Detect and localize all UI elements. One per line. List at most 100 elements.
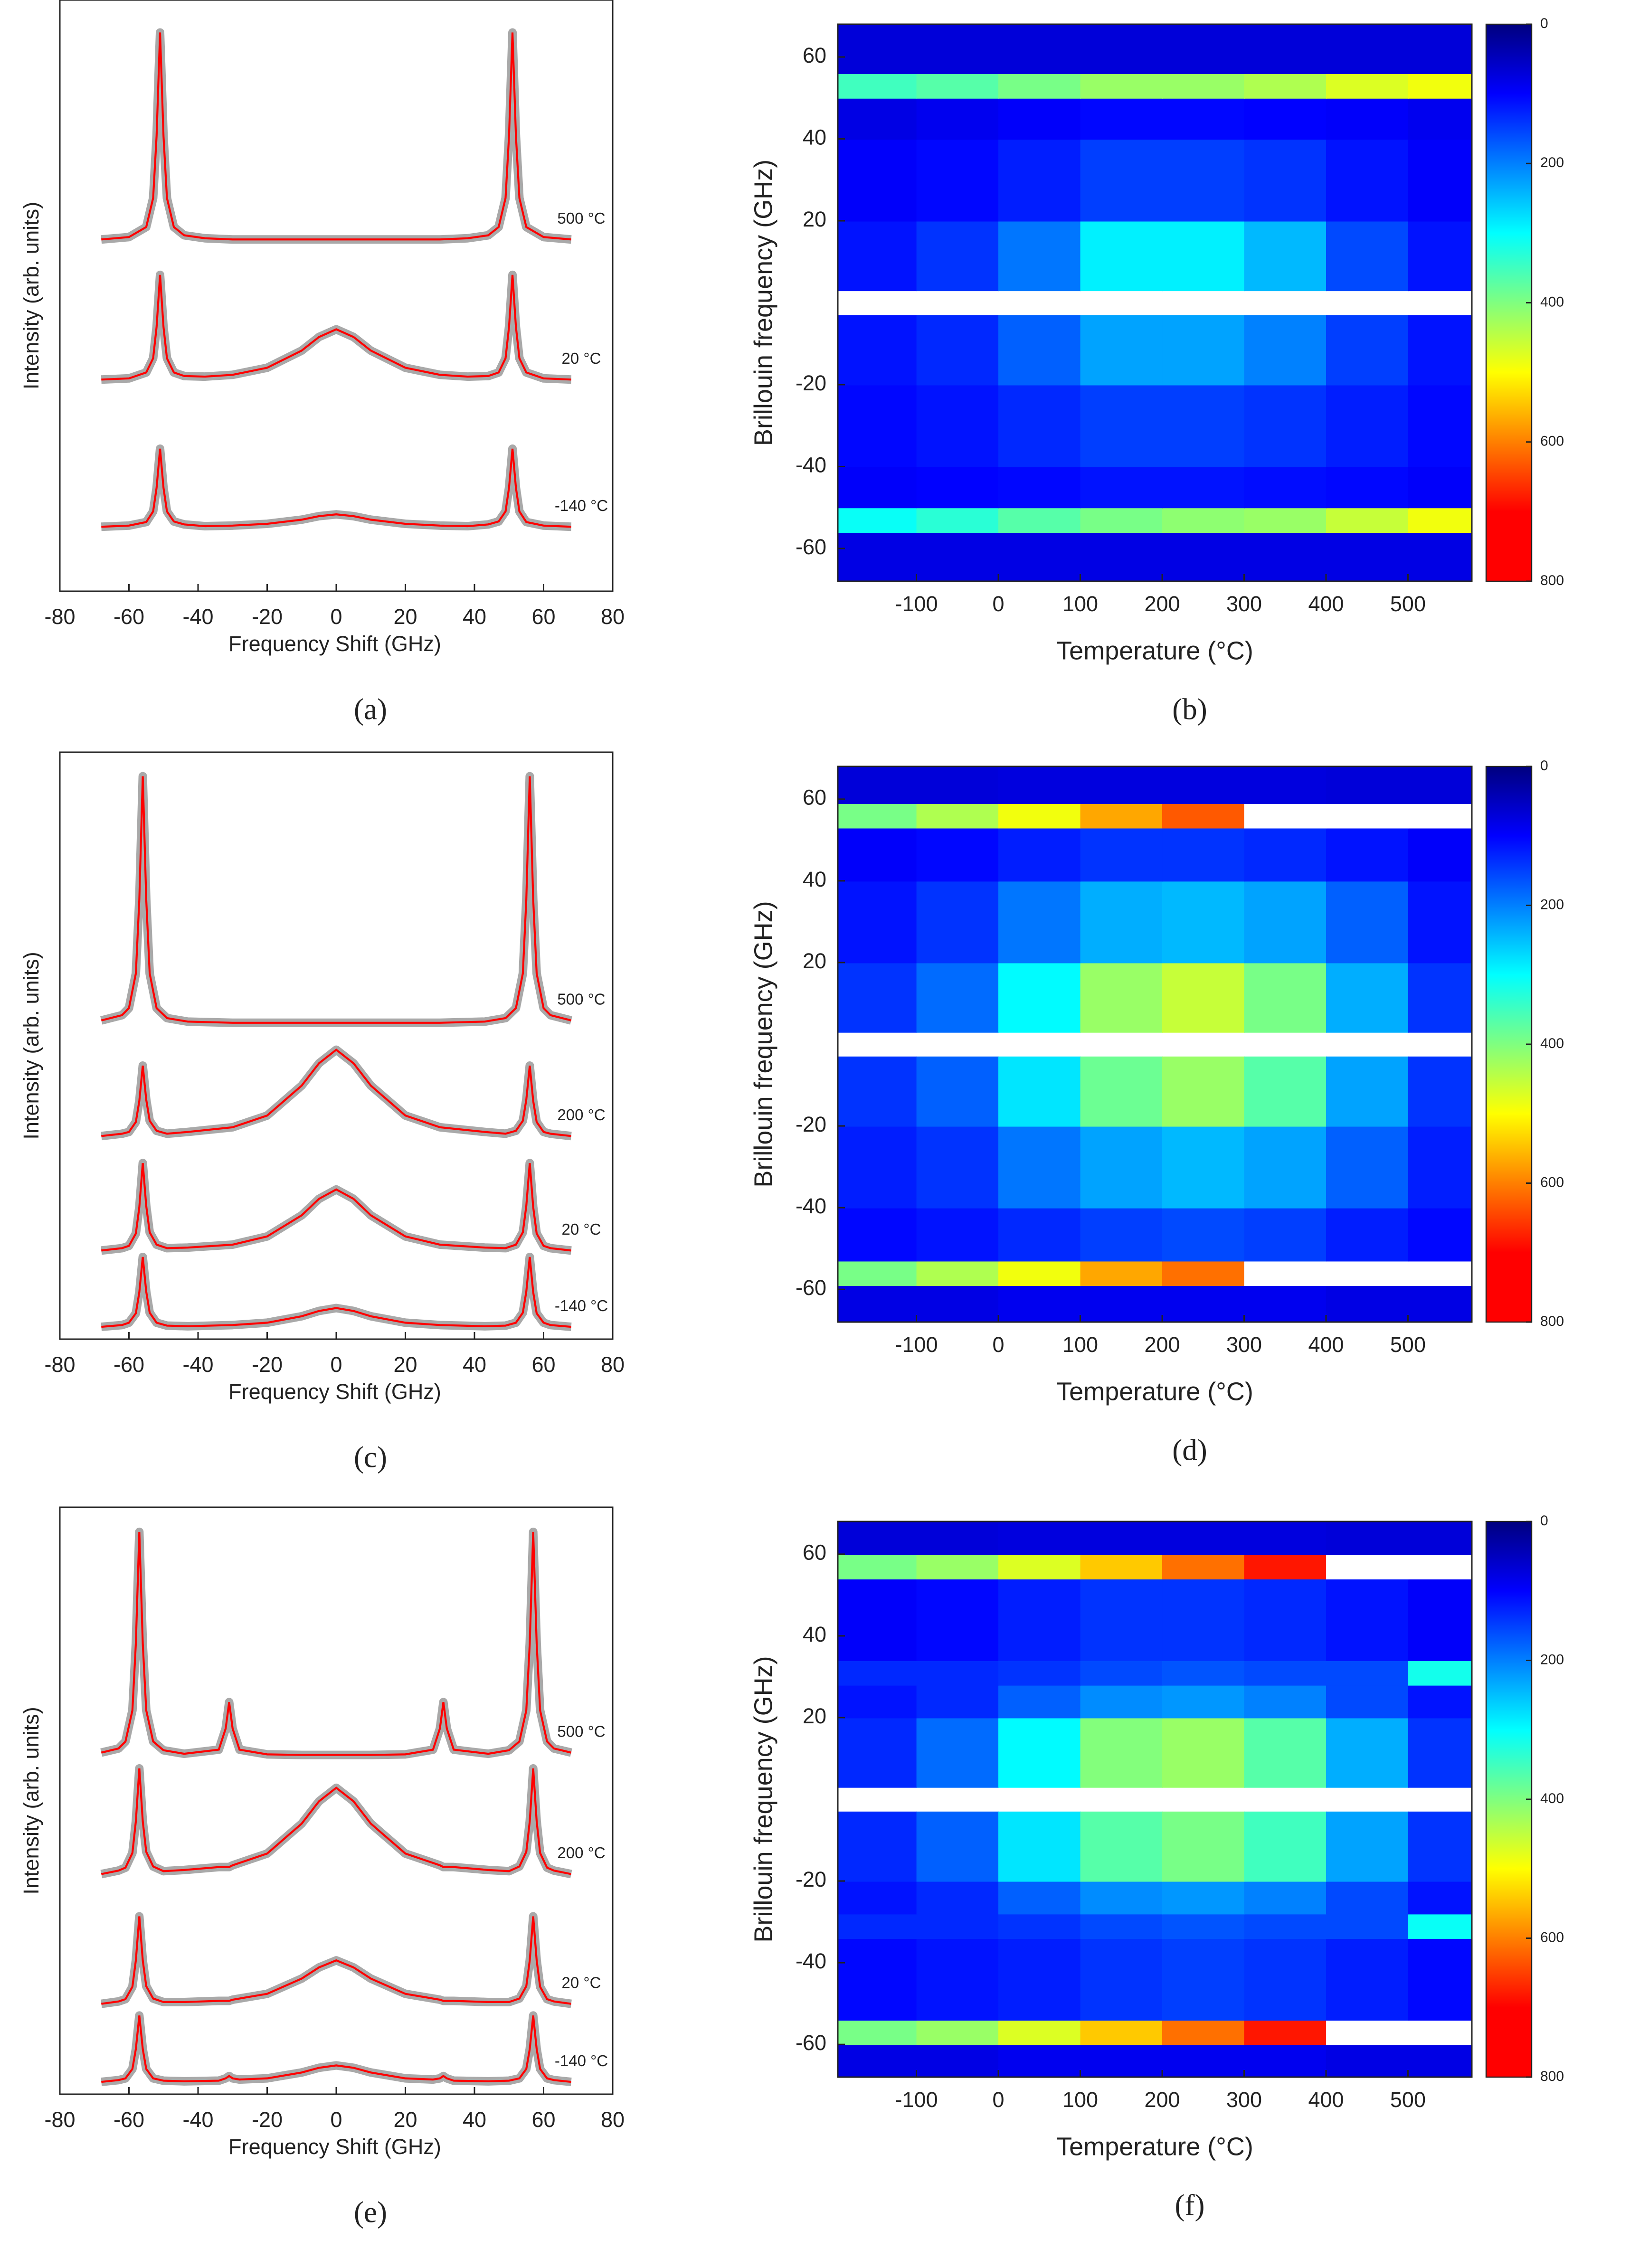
fit-line (101, 1163, 571, 1252)
heat-cell (1408, 1913, 1473, 1939)
heat-cell (1162, 1881, 1245, 1915)
heat-cell (998, 73, 1081, 99)
heat-cell (998, 828, 1081, 882)
heat-cell (838, 1521, 918, 1555)
heat-cell (1162, 1521, 1245, 1555)
heat-cell (1244, 880, 1327, 964)
heat-cell (1244, 315, 1327, 386)
caption: (f) (1175, 2188, 1205, 2221)
heat-cell (1080, 1660, 1163, 1686)
x-tick-label: 500 (1390, 1332, 1426, 1357)
heat-cell (1326, 98, 1409, 140)
heat-cell (916, 766, 999, 804)
heat-cell (1080, 1285, 1163, 1323)
x-tick-label: -100 (895, 1332, 938, 1357)
heat-cell (1326, 1578, 1409, 1661)
heat-cell (916, 73, 999, 99)
x-tick-label: 500 (1390, 2088, 1426, 2112)
heat-cell (838, 532, 918, 582)
heat-cell (916, 98, 999, 140)
heat-cell (1244, 139, 1327, 222)
fit-line (101, 1916, 571, 2005)
heat-cell (1080, 2020, 1163, 2045)
heat-cell (1408, 1811, 1473, 1882)
heat-cell (1244, 507, 1327, 533)
x-tick-label: 60 (531, 605, 555, 629)
y-tick-label: 40 (803, 867, 826, 891)
colorbar-tick-label: 200 (1540, 1652, 1564, 1667)
heat-cell (1326, 2044, 1409, 2078)
heat-cell (1244, 803, 1327, 829)
x-tick-label: 100 (1062, 1332, 1098, 1357)
x-axis-label: Temperature (°C) (1056, 2132, 1253, 2161)
colorbar-tick-label: 400 (1540, 1036, 1564, 1051)
x-tick-label: -100 (895, 2088, 938, 2112)
heat-cell (1080, 1717, 1163, 1788)
heat-cell (1244, 2020, 1327, 2045)
heat-cell (1326, 1126, 1409, 1209)
heat-cell (1326, 1285, 1409, 1323)
heat-cell (1244, 532, 1327, 582)
x-tick-label: 200 (1144, 592, 1180, 616)
heat-cell (1408, 507, 1473, 533)
heat-cell (1162, 221, 1245, 292)
heat-cell (1326, 315, 1409, 386)
heat-cell (1080, 466, 1163, 509)
heat-cell (1162, 1056, 1245, 1127)
heat-cell (998, 1126, 1081, 1209)
data-points (101, 1159, 572, 1255)
heat-cell (916, 1811, 999, 1882)
heat-cell (1162, 466, 1245, 509)
heat-cell (1244, 828, 1327, 882)
heat-cell (916, 1685, 999, 1719)
heat-cell (1408, 1685, 1473, 1719)
heat-cell (838, 73, 918, 99)
heat-cell (1162, 828, 1245, 882)
x-tick-label: 200 (1144, 2088, 1180, 2112)
x-tick-label: 0 (330, 605, 342, 629)
heat-cell (1326, 1811, 1409, 1882)
heat-cell (998, 532, 1081, 582)
heat-cell (1080, 1938, 1163, 2021)
fit-line (101, 448, 571, 528)
heat-cell (1080, 221, 1163, 292)
heat-cell (1080, 73, 1163, 99)
heat-cell (998, 1260, 1081, 1286)
heat-cell (1326, 766, 1409, 804)
y-tick-label: 40 (803, 1622, 826, 1646)
heat-cell (1408, 1521, 1473, 1555)
heat-cell (838, 1717, 918, 1788)
heat-cell (998, 466, 1081, 509)
heat-cell (1244, 1938, 1327, 2021)
heat-cell (838, 507, 918, 533)
colorbar (1485, 765, 1533, 1323)
heat-cell (998, 507, 1081, 533)
heat-cell (1244, 1660, 1327, 1686)
heat-cell (1326, 24, 1409, 74)
heat-cell (916, 1578, 999, 1661)
heat-cell (1080, 1881, 1163, 1915)
heat-cell (1244, 1685, 1327, 1719)
y-tick-label: -40 (796, 1949, 826, 1973)
heat-cell (1080, 139, 1163, 222)
heat-cell (1408, 1578, 1473, 1661)
heat-cell (838, 828, 918, 882)
heat-cell (1080, 2044, 1163, 2078)
heat-cell (1326, 507, 1409, 533)
heat-cell (1162, 1260, 1245, 1286)
heat-cell (838, 1938, 918, 2021)
heat-cell (1162, 1717, 1245, 1788)
heat-cell (838, 1578, 918, 1661)
heat-cell (998, 1554, 1081, 1579)
heat-cell (1162, 24, 1245, 74)
heat-cell (838, 1056, 918, 1127)
heat-cell (1162, 962, 1245, 1033)
heat-cell (1244, 962, 1327, 1033)
heat-cell (1080, 1811, 1163, 1882)
x-tick-label: 0 (330, 1352, 342, 1377)
heat-cell (838, 1881, 918, 1915)
curve-label: -140 °C (555, 2052, 608, 2070)
curve-label: 20 °C (562, 350, 601, 367)
heat-cell (1326, 1208, 1409, 1262)
x-tick-label: -80 (44, 1352, 75, 1377)
